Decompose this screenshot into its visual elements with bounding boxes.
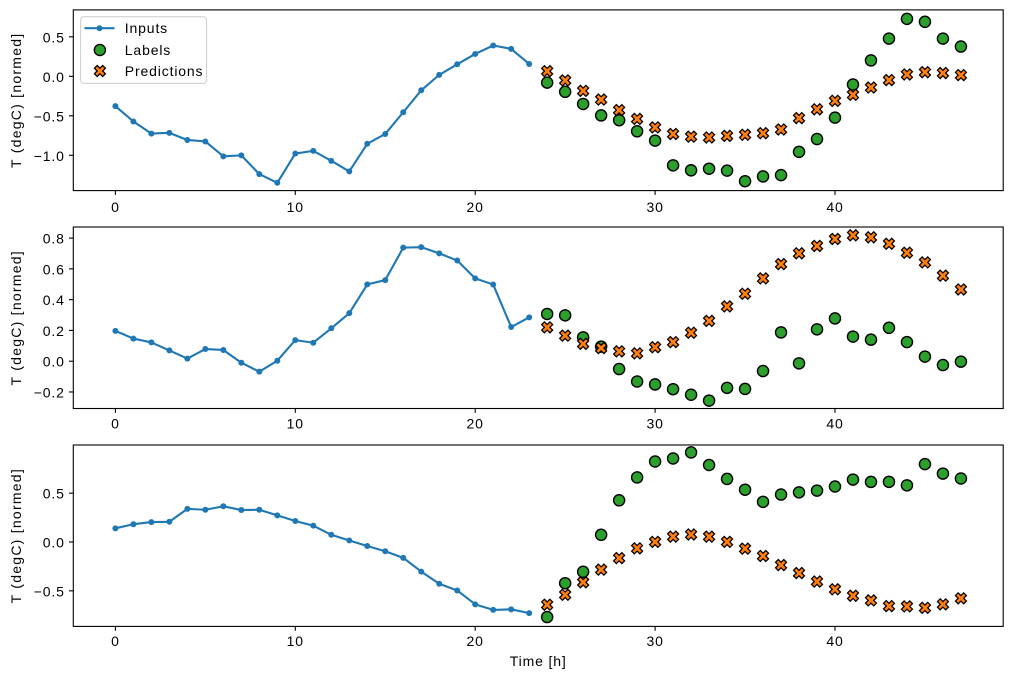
svg-text:−0.2: −0.2 — [34, 384, 65, 400]
svg-text:0.8: 0.8 — [43, 231, 65, 247]
svg-text:30: 30 — [646, 199, 663, 215]
svg-text:0.0: 0.0 — [43, 535, 65, 551]
svg-text:−1.0: −1.0 — [34, 148, 65, 164]
svg-text:10: 10 — [287, 415, 304, 431]
svg-text:Labels: Labels — [125, 42, 171, 58]
svg-text:0.0: 0.0 — [43, 69, 65, 85]
svg-text:0.0: 0.0 — [43, 354, 65, 370]
svg-text:40: 40 — [826, 415, 843, 431]
svg-text:0: 0 — [111, 633, 120, 649]
svg-text:0.5: 0.5 — [43, 486, 65, 502]
svg-text:Time [h]: Time [h] — [510, 653, 567, 669]
svg-text:Predictions: Predictions — [125, 63, 204, 79]
svg-text:30: 30 — [646, 415, 663, 431]
svg-text:20: 20 — [467, 633, 484, 649]
svg-text:T (degC) [normed]: T (degC) [normed] — [8, 33, 24, 168]
svg-text:−0.5: −0.5 — [34, 108, 65, 124]
svg-text:20: 20 — [467, 415, 484, 431]
svg-text:−0.5: −0.5 — [34, 583, 65, 599]
svg-text:0: 0 — [111, 199, 120, 215]
svg-text:0.6: 0.6 — [43, 261, 65, 277]
svg-text:10: 10 — [287, 199, 304, 215]
svg-text:0: 0 — [111, 415, 120, 431]
svg-text:40: 40 — [826, 633, 843, 649]
svg-text:10: 10 — [287, 633, 304, 649]
svg-text:40: 40 — [826, 199, 843, 215]
svg-text:0.4: 0.4 — [43, 292, 65, 308]
svg-text:0.2: 0.2 — [43, 323, 65, 339]
svg-text:30: 30 — [646, 633, 663, 649]
svg-text:T (degC) [normed]: T (degC) [normed] — [8, 468, 24, 603]
svg-text:0.5: 0.5 — [43, 29, 65, 45]
svg-text:T (degC) [normed]: T (degC) [normed] — [8, 250, 24, 385]
svg-text:Inputs: Inputs — [125, 20, 168, 36]
svg-text:20: 20 — [467, 199, 484, 215]
